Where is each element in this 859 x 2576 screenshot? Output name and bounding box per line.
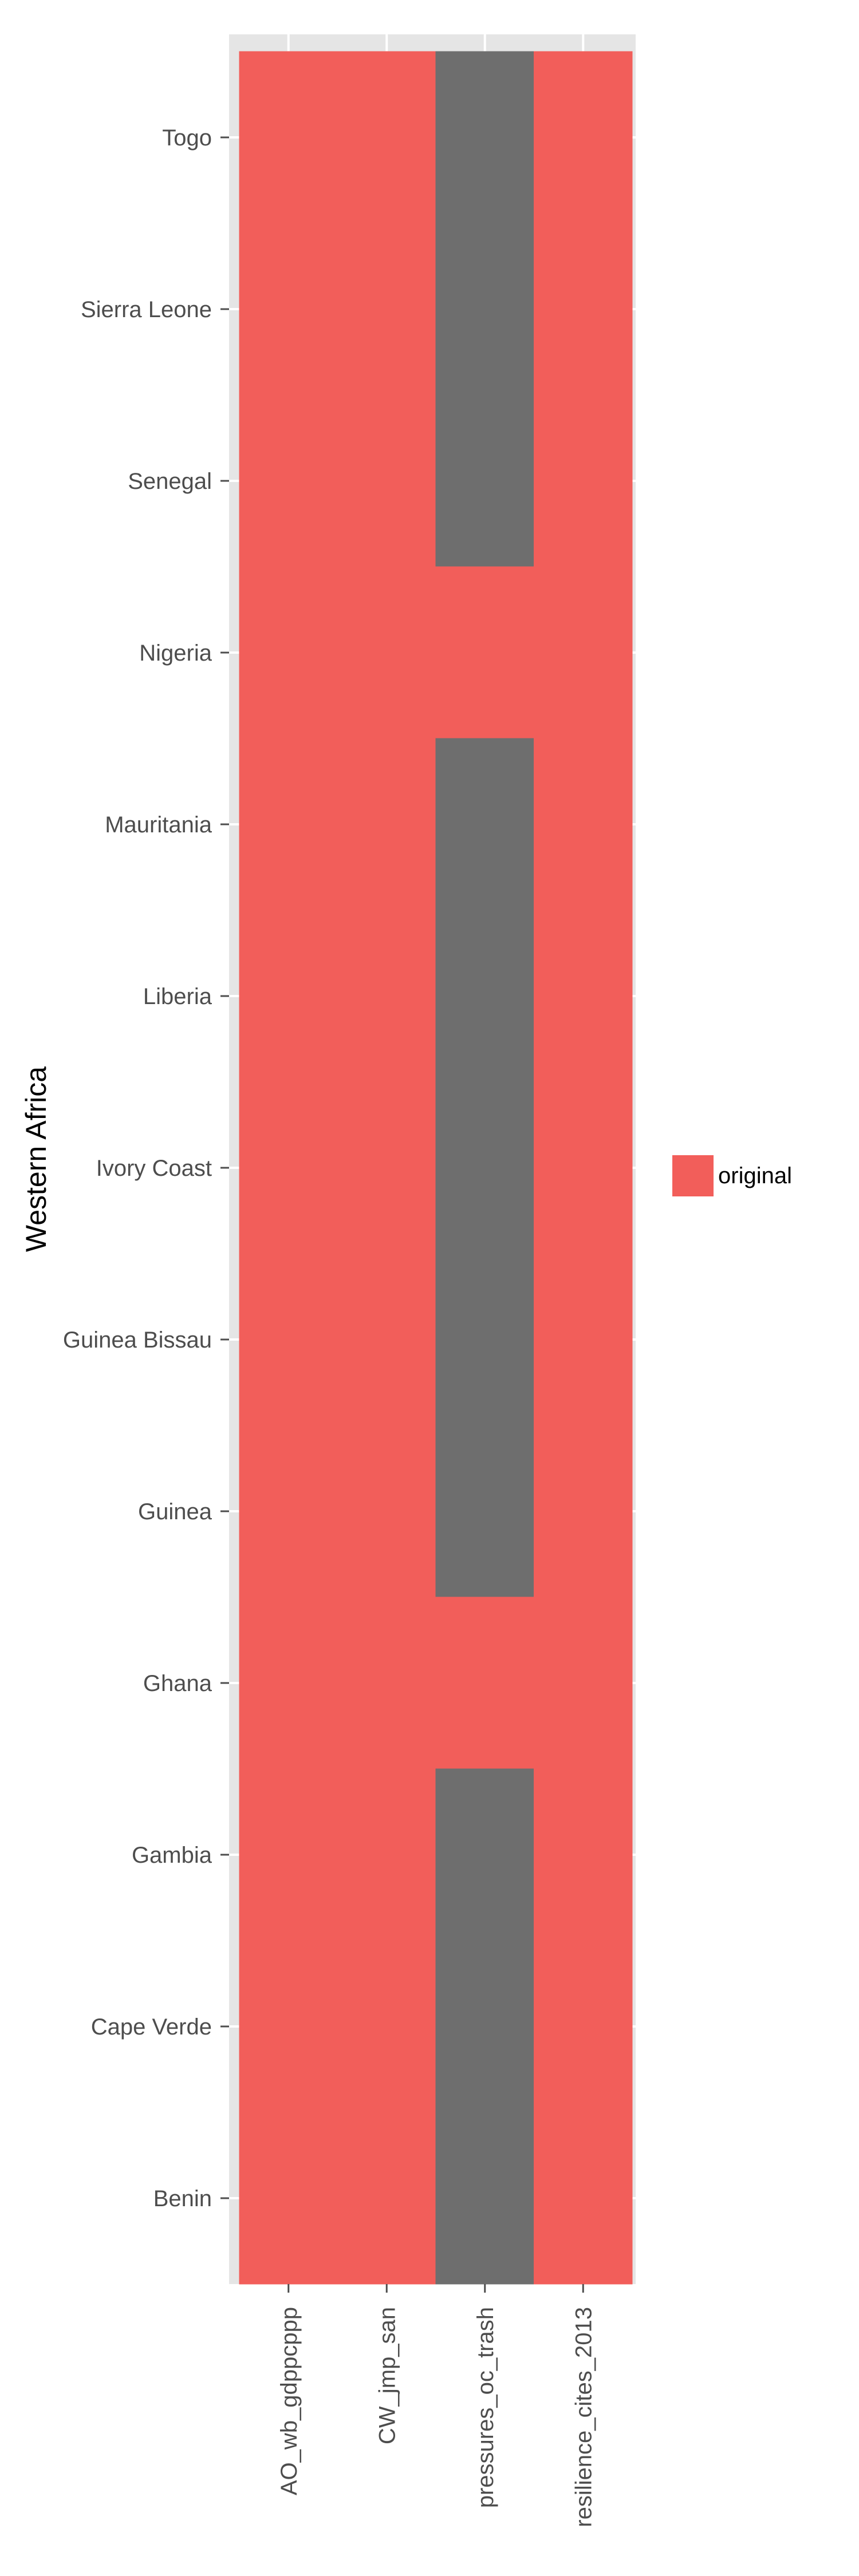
heatmap-cell [239,2112,338,2285]
y-tick-label: Liberia [143,984,212,1009]
y-tick-label: Gambia [132,1843,212,1868]
heatmap-cell [435,1081,534,1254]
x-axis: AO_wb_gdppcppp CW_jmp_san pressures_oc_tra… [277,2284,596,2527]
heatmap-cell [534,223,633,396]
y-tick-label: Mauritania [105,812,212,837]
x-tick-label: AO_wb_gdppcppp [277,2307,302,2495]
heatmap-cell [534,1253,633,1426]
heatmap-cell [337,1940,436,2113]
heatmap-cell [534,2112,633,2285]
heatmap-cell [435,910,534,1082]
heatmap-cell [337,51,436,224]
x-tick-label: CW_jmp_san [375,2307,400,2444]
heatmap-cell [435,51,534,224]
heatmap-cell [239,1597,338,1769]
x-tick-label: resilience_cites_2013 [571,2307,596,2527]
heatmap-cell [239,910,338,1082]
heatmap-cell [337,394,436,567]
legend-label-original: original [718,1163,792,1188]
y-tick-label: Guinea [138,1499,212,1524]
heatmap-cell [239,51,338,224]
heatmap-cells [239,51,633,2285]
heatmap-cell [435,1597,534,1769]
heatmap-cell [337,910,436,1082]
x-tick-label: pressures_oc_trash [473,2307,498,2508]
heatmap-cell [435,394,534,567]
heatmap-cell [534,1081,633,1254]
y-tick-label: Ivory Coast [96,1156,212,1181]
heatmap-cell [435,1940,534,2113]
heatmap-cell [534,1768,633,1941]
heatmap-cell [239,1081,338,1254]
y-tick-label: Senegal [128,469,212,494]
heatmap-cell [337,1425,436,1598]
heatmap-cell [337,1597,436,1769]
y-axis-title: Western Africa [20,1066,52,1252]
heatmap-cell [534,1597,633,1769]
heatmap-cell [239,223,338,396]
heatmap-cell [337,738,436,911]
heatmap-cell [239,394,338,567]
legend: original [672,1155,792,1196]
heatmap-cell [534,566,633,739]
heatmap-cell [435,1253,534,1426]
y-tick-label: Guinea Bissau [63,1327,212,1353]
y-tick-label: Togo [162,125,212,151]
heatmap-cell [239,738,338,911]
heatmap-cell [239,1425,338,1598]
y-tick-label: Cape Verde [91,2014,212,2040]
y-tick-label: Ghana [143,1671,212,1696]
heatmap-cell [435,2112,534,2285]
heatmap-cell [534,910,633,1082]
heatmap-cell [337,2112,436,2285]
heatmap-cell [534,394,633,567]
heatmap-cell [435,566,534,739]
heatmap-cell [239,1768,338,1941]
y-tick-label: Sierra Leone [81,297,212,322]
heatmap-cell [534,1425,633,1598]
y-tick-label: Benin [153,2186,212,2211]
heatmap-cell [337,1768,436,1941]
heatmap-cell [337,566,436,739]
heatmap-cell [239,1253,338,1426]
heatmap-cell [534,1940,633,2113]
heatmap-cell [337,223,436,396]
heatmap-cell [337,1081,436,1254]
heatmap-cell [239,1940,338,2113]
heatmap-cell [534,738,633,911]
y-tick-label: Nigeria [139,641,212,666]
heatmap-cell [435,738,534,911]
heatmap-cell [337,1253,436,1426]
heatmap-cell [435,1425,534,1598]
heatmap-cell [534,51,633,224]
heatmap-cell [435,1768,534,1941]
legend-key-original [672,1155,714,1196]
y-axis: Togo Sierra Leone Senegal Nigeria Mauritania… [63,125,229,2211]
heatmap-cell [239,566,338,739]
heatmap-cell [435,223,534,396]
